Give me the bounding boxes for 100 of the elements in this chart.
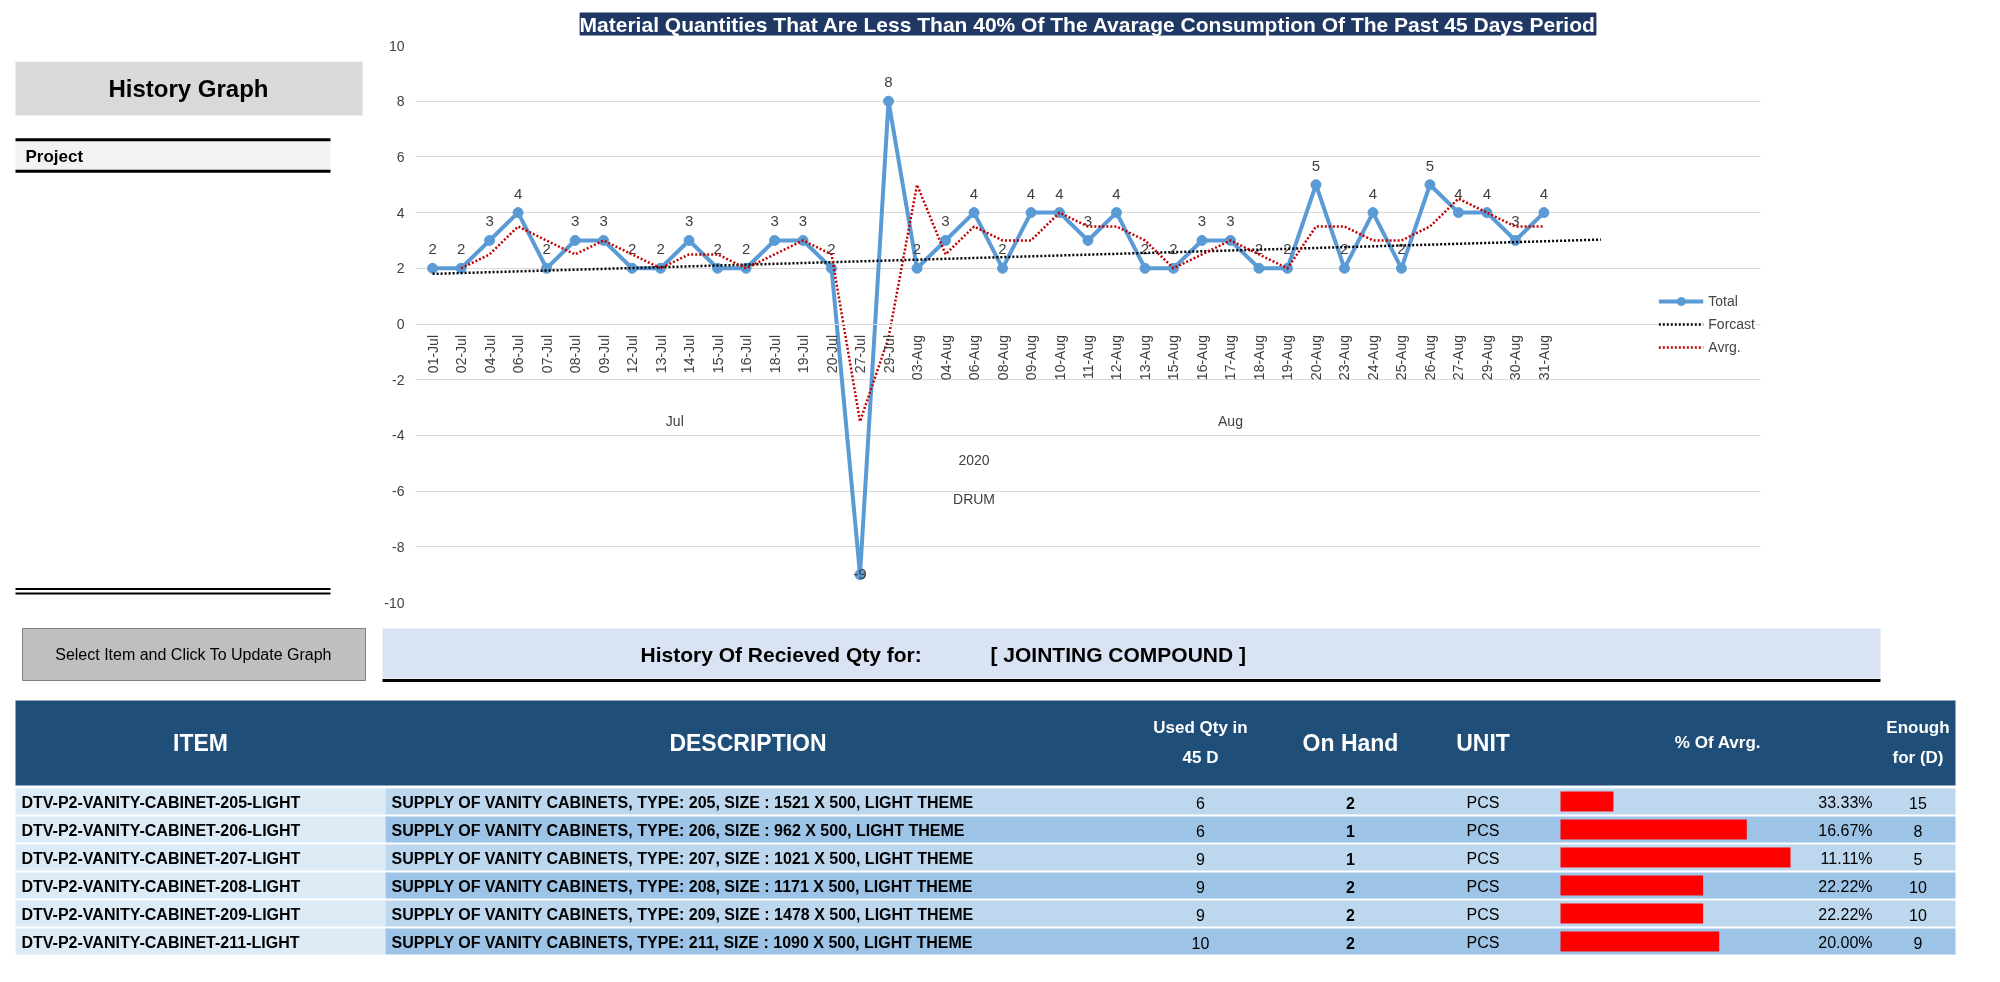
point: [1025, 207, 1037, 219]
text: 15: [1909, 794, 1927, 812]
x-tick-label: 13-Aug: [1136, 334, 1153, 381]
x-tick-label: 25-Aug: [1393, 334, 1410, 381]
text: SUPPLY OF VANITY CABINETS, TYPE: 205, SIZE : 1521 X 500, LIGHT THEME: [391, 794, 974, 811]
bar: [1560, 903, 1704, 924]
x-tick-label: 08-Jul: [567, 334, 584, 374]
data-label: 4: [1026, 184, 1036, 202]
point: [1395, 262, 1407, 274]
data-label: 2: [1340, 240, 1349, 258]
x-tick-label: 09-Aug: [1023, 334, 1040, 381]
text: PCS: [1466, 906, 1500, 923]
text: Select Item and Click To Update Graph: [55, 646, 332, 663]
point: [1111, 207, 1122, 219]
text: 1: [1346, 822, 1355, 840]
text: 16.67%: [1818, 822, 1873, 839]
text: Project: [25, 146, 84, 166]
text: 2: [1346, 878, 1355, 896]
x-tick-label: 29-Jul: [880, 334, 897, 374]
data-label: 2: [1140, 240, 1150, 258]
point: [883, 95, 895, 107]
x-tick-label: 20-Aug: [1307, 334, 1324, 381]
text: 20.00%: [1818, 934, 1873, 951]
point: [512, 207, 524, 219]
text: SUPPLY OF VANITY CABINETS, TYPE: 208, SIZE : 1171 X 500, LIGHT THEME: [391, 878, 973, 895]
point: [427, 262, 439, 274]
text: 6: [1196, 822, 1205, 840]
category-label: Used Qty in 45 D: [1153, 718, 1248, 767]
bar: [1560, 931, 1720, 952]
text: 9: [1196, 850, 1205, 868]
data-label: 4: [513, 184, 523, 202]
data-label: 4: [1482, 184, 1492, 202]
x-tick-label: 04-Jul: [481, 334, 498, 374]
data-label: 3: [1083, 212, 1093, 230]
x-tick-label: 12-Aug: [1108, 334, 1125, 381]
y-tick-label: -4: [392, 427, 405, 444]
x-tick-label: 09-Jul: [595, 334, 612, 374]
text: [ JOINTING COMPOUND ]: [990, 643, 1246, 666]
data-label: 3: [1511, 212, 1520, 230]
y-tick-label: -2: [392, 371, 405, 388]
text: SUPPLY OF VANITY CABINETS, TYPE: 207, SIZE : 1021 X 500, LIGHT THEME: [391, 850, 974, 867]
y-tick-label: 0: [396, 316, 405, 332]
point: [569, 234, 581, 246]
x-tick-label: 10-Aug: [1051, 334, 1068, 381]
y-tick-label: -10: [384, 594, 405, 611]
text: PCS: [1466, 934, 1500, 951]
text: 2: [1346, 906, 1355, 924]
text: DTV-P2-VANITY-CABINET-205-LIGHT: [21, 794, 301, 811]
data-label: 3: [599, 212, 608, 230]
x-tick-label: 24-Aug: [1364, 334, 1381, 381]
y-tick-label: -8: [392, 538, 405, 555]
legend-label: Forcast: [1708, 315, 1755, 332]
category-label: On Hand: [1302, 729, 1399, 756]
data-label: 2: [428, 240, 437, 258]
data-label: 2: [1169, 240, 1178, 258]
point: [1424, 179, 1436, 191]
text: History Graph: [108, 75, 269, 103]
text: SUPPLY OF VANITY CABINETS, TYPE: 206, SIZE : 962 X 500, LIGHT THEME: [391, 822, 965, 839]
x-tick-label: 18-Aug: [1250, 334, 1267, 381]
x-tick-label: 15-Aug: [1165, 334, 1182, 381]
x-tick-label: 06-Aug: [966, 334, 983, 381]
data-label: 8: [884, 73, 893, 91]
data-label: 3: [770, 212, 779, 230]
data-label: 3: [1226, 212, 1235, 230]
text: 22.22%: [1818, 906, 1873, 923]
point: [484, 234, 496, 246]
data-label: 2: [1283, 240, 1292, 258]
data-label: 4: [1454, 184, 1463, 202]
data-label: 2: [456, 240, 466, 258]
point: [1139, 262, 1151, 274]
legend-label: Total: [1708, 292, 1738, 309]
y-tick-label: -6: [392, 483, 405, 500]
x-tick-label: 08-Aug: [994, 334, 1011, 381]
y-tick-label: 8: [396, 93, 405, 110]
x-tick-label: 02-Jul: [453, 334, 470, 374]
data-label: 4: [1055, 184, 1064, 202]
data-label: 3: [684, 212, 694, 230]
point: [1253, 262, 1265, 274]
text: 1: [1346, 850, 1355, 868]
text: SUPPLY OF VANITY CABINETS, TYPE: 211, SIZE : 1090 X 500, LIGHT THEME: [391, 934, 973, 951]
x-tick-label: 17-Aug: [1222, 334, 1239, 381]
y-tick-label: 4: [396, 204, 405, 221]
data-label: 2: [998, 240, 1007, 258]
text: 2: [1346, 794, 1355, 812]
point: [1452, 207, 1464, 219]
text: 10: [1909, 906, 1927, 924]
data-label: 4: [969, 184, 979, 202]
x-tick-label: 06-Jul: [510, 334, 527, 374]
text: DTV-P2-VANITY-CABINET-206-LIGHT: [21, 822, 301, 839]
text: DTV-P2-VANITY-CABINET-207-LIGHT: [21, 850, 301, 867]
point: [940, 234, 952, 246]
data-label: 3: [1197, 212, 1207, 230]
text: 5: [1913, 850, 1923, 868]
x-tick-label: 18-Jul: [766, 334, 783, 374]
point: [683, 234, 695, 246]
text: 8: [1913, 822, 1923, 840]
text: 33.33%: [1818, 794, 1873, 811]
data-label: 2: [627, 240, 637, 258]
text: 2: [1346, 934, 1355, 952]
x-tick-label: 26-Aug: [1421, 334, 1438, 381]
